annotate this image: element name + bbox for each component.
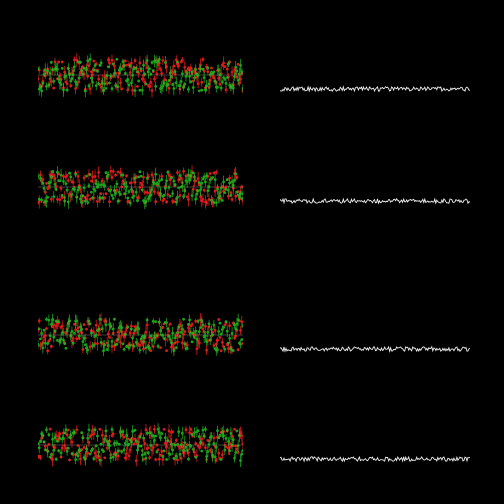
- noise-trace-panel: [38, 305, 243, 365]
- noise-trace-panel: [38, 415, 243, 475]
- residual-line-panel: [280, 324, 470, 374]
- residual-line: [280, 199, 470, 203]
- residual-line: [280, 457, 470, 461]
- residual-line: [280, 87, 470, 91]
- noise-trace-panel: [38, 45, 243, 105]
- residual-line-panel: [280, 434, 470, 484]
- residual-line-panel: [280, 64, 470, 114]
- noise-trace-panel: [38, 157, 243, 217]
- residual-line: [280, 347, 470, 351]
- residual-line-panel: [280, 176, 470, 226]
